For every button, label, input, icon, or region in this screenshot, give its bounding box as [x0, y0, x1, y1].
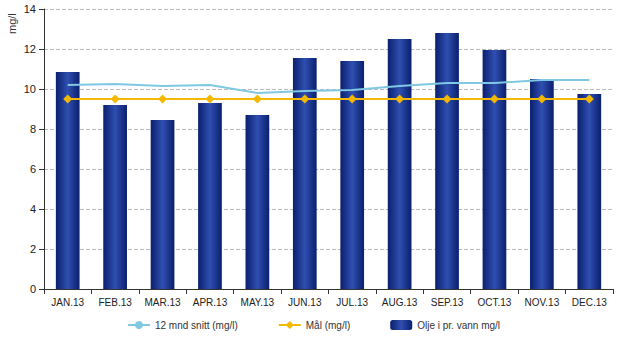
svg-text:SEP.13: SEP.13 — [431, 297, 464, 308]
svg-text:12 mnd snitt (mg/l): 12 mnd snitt (mg/l) — [155, 320, 238, 331]
svg-text:2: 2 — [30, 243, 36, 255]
svg-text:0: 0 — [30, 283, 36, 295]
svg-text:Olje i pr. vann mg/l: Olje i pr. vann mg/l — [417, 320, 500, 331]
svg-text:MAY.13: MAY.13 — [241, 297, 275, 308]
svg-text:10: 10 — [24, 83, 36, 95]
svg-text:AUG.13: AUG.13 — [382, 297, 418, 308]
svg-text:Mål (mg/l): Mål (mg/l) — [306, 320, 350, 331]
svg-text:JAN.13: JAN.13 — [51, 297, 84, 308]
svg-text:MAR.13: MAR.13 — [144, 297, 181, 308]
svg-text:JUN.13: JUN.13 — [288, 297, 322, 308]
svg-text:8: 8 — [30, 123, 36, 135]
svg-text:14: 14 — [24, 3, 36, 15]
svg-text:FEB.13: FEB.13 — [98, 297, 132, 308]
svg-text:12: 12 — [24, 43, 36, 55]
svg-text:mg/l: mg/l — [6, 13, 18, 34]
svg-text:APR.13: APR.13 — [193, 297, 228, 308]
svg-text:JUL.13: JUL.13 — [336, 297, 368, 308]
svg-text:NOV.13: NOV.13 — [525, 297, 560, 308]
svg-text:4: 4 — [30, 203, 36, 215]
svg-text:OCT.13: OCT.13 — [478, 297, 512, 308]
svg-text:6: 6 — [30, 163, 36, 175]
svg-text:DEC.13: DEC.13 — [572, 297, 607, 308]
